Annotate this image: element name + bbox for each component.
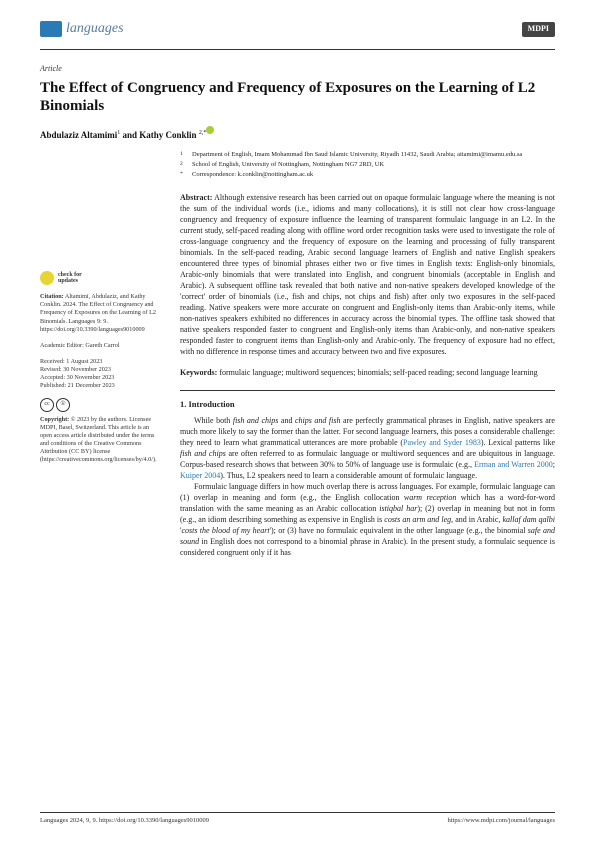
journal-logo: languages — [40, 20, 124, 39]
check-updates[interactable]: check for updates — [40, 271, 162, 285]
by-icon: ① — [56, 398, 70, 412]
author-line: Abdulaziz Altamimi1 and Kathy Conklin 2,… — [40, 126, 555, 141]
dates-block: Received: 1 August 2023 Revised: 30 Nove… — [40, 358, 162, 390]
journal-logo-icon — [40, 21, 62, 37]
page-header: languages MDPI — [0, 0, 595, 45]
cc-license-badge: cc ① — [40, 398, 162, 412]
ref-erman[interactable]: Erman and Warren 2000 — [474, 460, 553, 469]
check-updates-icon — [40, 271, 54, 285]
intro-para-2: Formulaic language differs in how much o… — [180, 481, 555, 558]
orcid-icon — [206, 126, 214, 134]
section-divider — [180, 390, 555, 391]
footer-right: https://www.mdpi.com/journal/languages — [447, 817, 555, 826]
check-updates-text: check for updates — [58, 272, 82, 284]
intro-para-1: While both fish and chips and chips and … — [180, 415, 555, 481]
article-title: The Effect of Congruency and Frequency o… — [40, 79, 555, 117]
citation-block: Citation: Altamimi, Abdulaziz, and Kathy… — [40, 293, 162, 333]
copyright-block: Copyright: © 2023 by the authors. Licens… — [40, 416, 162, 464]
keywords: Keywords: formulaic language; multiword … — [180, 367, 555, 378]
author-2: Kathy Conklin — [139, 130, 196, 140]
sidebar: check for updates Citation: Altamimi, Ab… — [40, 151, 162, 558]
journal-name: languages — [66, 20, 124, 39]
cc-icon: cc — [40, 398, 54, 412]
article-type: Article — [40, 64, 555, 75]
ref-kuiper[interactable]: Kuiper 2004 — [180, 471, 220, 480]
main-column: 1Department of English, Imam Mohammad Ib… — [180, 151, 555, 558]
author-1: Abdulaziz Altamimi — [40, 130, 117, 140]
abstract: Abstract: Although extensive research ha… — [180, 192, 555, 357]
ref-pawley[interactable]: Pawley and Syder 1983 — [403, 438, 481, 447]
footer-left: Languages 2024, 9, 9. https://doi.org/10… — [40, 817, 209, 826]
page-footer: Languages 2024, 9, 9. https://doi.org/10… — [40, 812, 555, 826]
affiliations: 1Department of English, Imam Mohammad Ib… — [180, 151, 555, 179]
publisher-badge: MDPI — [522, 22, 555, 37]
section-1-heading: 1. Introduction — [180, 399, 555, 411]
editor-block: Academic Editor: Gareth Carrol — [40, 342, 162, 350]
